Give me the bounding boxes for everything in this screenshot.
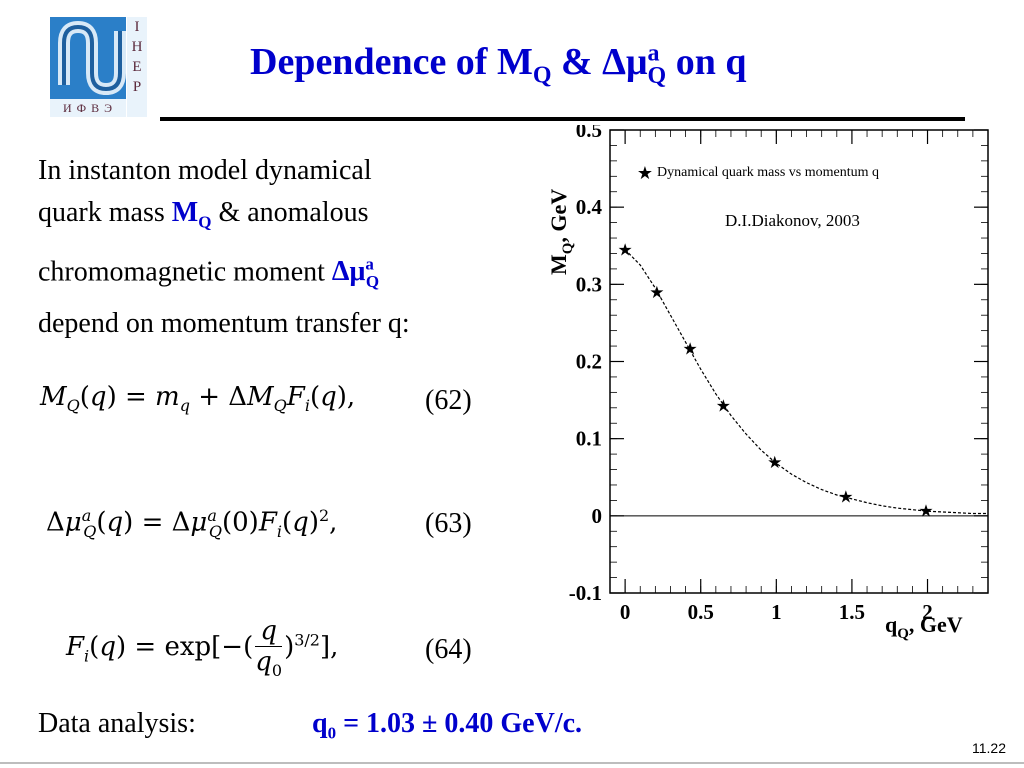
equation-number: (64): [425, 634, 472, 665]
intro-text: quark mass: [38, 197, 172, 228]
intro-line: In instanton model dynamical: [38, 155, 372, 186]
logo-letters: I Н Е Р: [126, 17, 147, 117]
intro-paragraph: In instanton model dynamical quark mass …: [38, 150, 508, 345]
y-tick-label: -0.1: [569, 581, 602, 605]
analysis-label: Data analysis:: [38, 708, 196, 739]
x-tick-label: 1.5: [839, 600, 865, 624]
data-point: ★: [649, 283, 664, 302]
y-tick-label: 0.3: [576, 272, 602, 296]
logo-letter: Е: [132, 59, 142, 75]
x-tick-label: 0.5: [688, 600, 714, 624]
dmu-symbol: ΔμaQ: [331, 254, 380, 291]
legend-label: Dynamical quark mass vs momentum q: [657, 165, 879, 180]
mass-vs-momentum-chart: -0.1 0 0.1 0.2 0.3 0.4 0.5 0 0.5 1 1.5 2 ★ ★ ★ ★ ★ ★ ★ ★…: [546, 125, 989, 642]
data-point: ★: [617, 241, 632, 260]
slide-title: Dependence of MQ & ΔμaQ on q: [250, 40, 747, 90]
x-tick-label: 1: [771, 600, 782, 624]
title-sub: Q: [647, 62, 667, 89]
x-tick-label: 2: [922, 600, 933, 624]
y-tick-label: 0.1: [576, 427, 602, 451]
equation-64: Fi(q) = exp[−(q q0)3/2],: [66, 616, 339, 681]
logo-bottom-text: И Ф В Э: [50, 99, 126, 117]
logo-emblem: [50, 17, 126, 99]
title-rule: [160, 117, 965, 121]
analysis-value: q0 = 1.03 ± 0.40 GeV/c.: [312, 708, 583, 743]
y-tick-label: 0.2: [576, 350, 602, 374]
mq-symbol: MQ: [171, 197, 212, 232]
axis-ticks: [609, 129, 989, 594]
intro-text: chromomagnetic moment: [38, 255, 332, 287]
ihep-logo: I Н Е Р И Ф В Э: [50, 17, 147, 117]
equation-63: ΔμaQ(q) = ΔμaQ(0)Fi(q)2,: [46, 506, 338, 541]
y-tick-label: 0: [592, 504, 603, 528]
title-part: on q: [666, 41, 747, 83]
slide-number: 11.22: [972, 740, 1006, 756]
title-sub: Q: [532, 62, 552, 89]
x-axis-title: qQ, GeV: [885, 612, 963, 642]
data-points: ★ ★ ★ ★ ★ ★ ★: [617, 241, 933, 521]
x-tick-label: 0: [620, 600, 631, 624]
y-tick-label: 0.4: [576, 195, 603, 219]
data-point: ★: [918, 501, 933, 520]
data-point: ★: [838, 488, 853, 507]
logo-letter: Р: [132, 79, 142, 95]
equation-number: (62): [425, 385, 472, 416]
legend-marker: ★: [637, 163, 653, 183]
fit-curve: [624, 249, 988, 515]
intro-line: chromomagnetic moment ΔμaQ: [38, 244, 508, 303]
intro-line: depend on momentum transfer q:: [38, 307, 410, 339]
x-tick-labels: 0 0.5 1 1.5 2: [620, 600, 933, 624]
logo-letter: I: [134, 19, 140, 35]
equation-62: MQ(q) = mq + ΔMQFi(q),: [40, 382, 356, 416]
intro-text: & anomalous: [211, 197, 369, 228]
intro-line: quark mass MQ & anomalous: [38, 192, 508, 244]
data-point: ★: [767, 453, 782, 472]
logo-letter: Н: [131, 39, 143, 55]
y-tick-label: 0.5: [576, 125, 602, 142]
data-point: ★: [683, 339, 698, 358]
plot-frame: [609, 129, 989, 594]
data-point: ★: [716, 396, 731, 415]
equation-number: (63): [425, 508, 472, 539]
chart-annotation: D.I.Diakonov, 2003: [725, 211, 860, 230]
footer-rule: [0, 762, 1024, 764]
logo-emblem-icon: [50, 17, 126, 99]
title-part: Dependence of M: [250, 41, 533, 83]
y-tick-labels: -0.1 0 0.1 0.2 0.3 0.4 0.5: [569, 125, 603, 605]
title-part: & Δμ: [551, 41, 648, 83]
title-sup: a: [647, 40, 660, 67]
y-axis-title: MQ, GeV: [546, 189, 576, 275]
